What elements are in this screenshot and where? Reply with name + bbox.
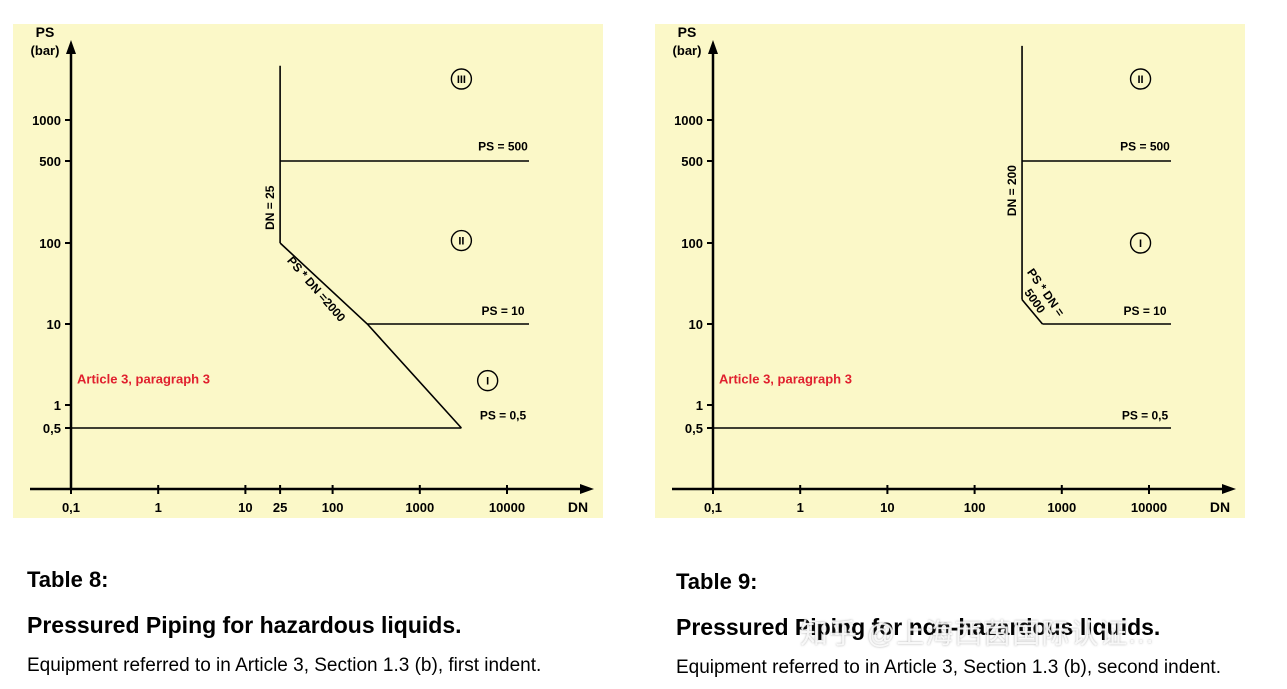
chart-1-x-tick-label-1: 1 (155, 500, 162, 515)
chart-2-y-axis-arrow (708, 40, 718, 54)
chart-1-line-label-0: DN = 25 (263, 185, 277, 230)
chart-2-y-tick-label-3: 100 (681, 236, 703, 251)
chart-2-region-label-0: II (1137, 74, 1143, 86)
chart-1-x-title: DN (568, 499, 588, 515)
chart-1-y-tick-label-2: 10 (47, 317, 61, 332)
chart-1-y-title-line2: (bar) (31, 43, 60, 58)
chart-1-region-circle-0 (450, 68, 473, 90)
chart-2-y-title-line1: PS (678, 24, 697, 40)
chart-2-y-tick-label-5: 1000 (674, 113, 703, 128)
chart-2-y-tick-label-1: 1 (696, 398, 703, 413)
chart-1-annotation: Article 3, paragraph 3 (77, 371, 210, 386)
chart-1-x-tick-label-2: 10 (238, 500, 252, 515)
chart-1-region-circle-1 (450, 229, 473, 252)
chart-2-line-label-0: DN = 200 (1005, 165, 1019, 216)
chart-1-y-tick-label-5: 1000 (32, 113, 61, 128)
chart-1-region-circle-2 (476, 369, 499, 392)
chart-2-boundary-2 (1021, 299, 1044, 325)
chart-1-x-tick-label-5: 1000 (405, 500, 434, 515)
chart-2-y-tick-label-0: 0,5 (685, 421, 703, 436)
chart-1-region-label-2: I (486, 376, 489, 388)
chart-table-8-svg: PS (bar) DN 0,1 1 10 25 100 1000 10000 0,5 1 10 100 50… (30, 24, 594, 515)
chart-2-x-tick-label-4: 1000 (1047, 500, 1076, 515)
chart-2-line-label-5: PS = 0,5 (1122, 409, 1169, 423)
chart-table-9: PS (bar) DN 0,1 1 10 100 1000 10000 0,5 1 10 100 500 1… (655, 24, 1245, 518)
table-9-title: Pressured Piping for non-hazardous liqui… (676, 614, 1161, 640)
chart-1-x-axis-arrow (580, 484, 594, 494)
table-8-label: Table 8: (27, 567, 109, 592)
chart-1-x-tick-label-6: 10000 (489, 500, 525, 515)
chart-2-y-tick-label-4: 500 (681, 154, 703, 169)
chart-1-y-title-line1: PS (36, 24, 55, 40)
table-9-label: Table 9: (676, 569, 758, 594)
chart-2-region-label-1: I (1139, 238, 1142, 250)
chart-1-x-tick-label-3: 25 (273, 500, 287, 515)
chart-1-line-label-2: PS * DN =2000 (284, 254, 348, 325)
table-9-description: Equipment referred to in Article 3, Sect… (676, 657, 1221, 678)
chart-2-x-tick-label-1: 1 (797, 500, 804, 515)
chart-1-line-label-3: PS = 10 (481, 304, 524, 318)
chart-1-y-tick-label-3: 100 (39, 236, 61, 251)
chart-2-x-tick-label-3: 100 (964, 500, 986, 515)
chart-1-line-label-1: PS = 500 (478, 139, 528, 153)
chart-1-line-label-4: PS = 0,5 (480, 409, 527, 423)
table-8-description: Equipment referred to in Article 3, Sect… (27, 655, 542, 676)
chart-1-y-tick-label-0: 0,5 (43, 421, 61, 436)
chart-2-y-tick-label-2: 10 (689, 317, 703, 332)
chart-2-region-circle-0 (1129, 68, 1152, 90)
chart-2-x-title: DN (1210, 499, 1230, 515)
chart-2-x-tick-label-2: 10 (880, 500, 894, 515)
chart-1-x-tick-label-4: 100 (322, 500, 344, 515)
chart-1-y-tick-label-4: 500 (39, 154, 61, 169)
chart-2-x-tick-label-0: 0,1 (704, 500, 722, 515)
chart-2-x-axis-arrow (1222, 484, 1236, 494)
chart-2-line-label-4: PS = 10 (1123, 304, 1166, 318)
watermark: 知乎 @上海西茵国际认证... (800, 618, 1155, 649)
chart-table-9-svg: PS (bar) DN 0,1 1 10 100 1000 10000 0,5 1 10 100 500 1… (672, 24, 1236, 515)
chart-2-region-circle-1 (1129, 232, 1152, 254)
chart-table-8: PS (bar) DN 0,1 1 10 25 100 1000 10000 0,5 1 10 100 50… (13, 24, 603, 518)
chart-1-region-label-1: II (458, 236, 464, 248)
chart-1-x-tick-label-0: 0,1 (62, 500, 80, 515)
chart-2-annotation: Article 3, paragraph 3 (719, 371, 852, 386)
chart-2-x-tick-label-5: 10000 (1131, 500, 1167, 515)
chart-2-y-title-line2: (bar) (673, 43, 702, 58)
chart-1-region-label-0: III (457, 74, 466, 86)
chart-1-y-axis-arrow (66, 40, 76, 54)
table-8-title: Pressured Piping for hazardous liquids. (27, 612, 462, 638)
chart-2-line-label-1: PS = 500 (1120, 139, 1170, 153)
chart-1-y-tick-label-1: 1 (54, 398, 61, 413)
